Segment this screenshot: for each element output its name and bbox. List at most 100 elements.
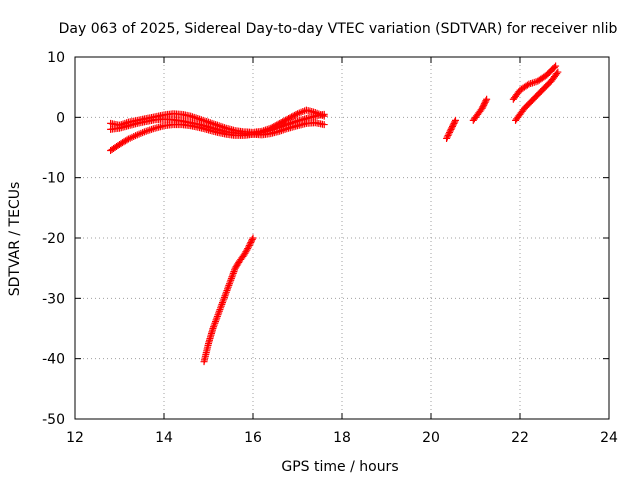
data-point xyxy=(478,104,486,112)
data-point xyxy=(224,285,232,293)
data-point xyxy=(446,128,454,136)
data-point xyxy=(445,130,453,138)
data-point xyxy=(229,269,237,277)
y-axis-label: SDTVAR / TECUs xyxy=(7,182,23,297)
data-point xyxy=(248,237,256,245)
data-point xyxy=(320,110,328,118)
y-tick-label: 10 xyxy=(47,50,65,66)
data-point xyxy=(245,242,253,250)
data-point xyxy=(553,70,561,78)
data-point xyxy=(249,234,257,242)
data-point xyxy=(481,98,489,106)
data-point xyxy=(229,271,237,279)
data-point xyxy=(225,281,233,289)
data-point xyxy=(248,236,256,244)
series-track-e xyxy=(443,116,459,142)
data-point xyxy=(213,312,221,320)
x-tick-label: 20 xyxy=(422,430,440,446)
data-point xyxy=(222,290,230,298)
data-point xyxy=(228,273,236,281)
data-point xyxy=(552,62,560,70)
x-tick-label: 18 xyxy=(333,430,351,446)
data-point xyxy=(247,239,255,247)
data-point xyxy=(230,268,238,276)
data-point xyxy=(443,133,451,141)
x-tick-label: 22 xyxy=(511,430,529,446)
data-point xyxy=(450,119,458,127)
data-point xyxy=(187,112,195,120)
data-point xyxy=(221,292,229,300)
data-point xyxy=(224,283,232,291)
data-point xyxy=(213,314,221,322)
data-point xyxy=(215,307,223,315)
data-point xyxy=(216,306,224,314)
y-tick-label: -10 xyxy=(42,171,65,187)
x-tick-label: 16 xyxy=(244,430,262,446)
x-tick-label: 24 xyxy=(600,430,618,446)
data-point xyxy=(220,293,228,301)
data-point xyxy=(480,100,488,108)
axis-ticks: 12 14 16 18 20 22 24 -50 -40 -30 -20 -10 0 10 xyxy=(42,50,618,446)
data-point xyxy=(449,121,457,129)
data-point xyxy=(227,276,235,284)
x-axis-label: GPS time / hours xyxy=(281,459,398,475)
data-point xyxy=(479,103,487,111)
data-points xyxy=(107,62,562,366)
data-point xyxy=(448,124,456,132)
data-point xyxy=(554,68,562,76)
data-point xyxy=(225,280,233,288)
data-point xyxy=(218,300,226,308)
data-point xyxy=(449,122,457,130)
data-point xyxy=(245,243,253,251)
data-point xyxy=(211,318,219,326)
data-point xyxy=(223,287,231,295)
data-point xyxy=(211,319,219,327)
data-point xyxy=(480,101,488,109)
data-point xyxy=(320,121,328,129)
data-point xyxy=(217,304,225,312)
data-point xyxy=(226,278,234,286)
data-point xyxy=(244,245,252,253)
data-point xyxy=(214,311,222,319)
data-point xyxy=(219,297,227,305)
data-point xyxy=(246,240,254,248)
y-tick-label: -20 xyxy=(42,231,65,247)
data-point xyxy=(483,95,491,103)
data-point xyxy=(188,113,196,121)
chart-title: Day 063 of 2025, Sidereal Day-to-day VTE… xyxy=(59,21,618,37)
data-point xyxy=(227,275,235,283)
data-point xyxy=(443,134,451,142)
data-point xyxy=(217,302,225,310)
y-tick-label: -50 xyxy=(42,412,65,428)
y-tick-label: 0 xyxy=(56,110,65,126)
data-point xyxy=(220,295,228,303)
data-point xyxy=(210,321,218,329)
data-point xyxy=(149,125,157,133)
data-point xyxy=(291,111,299,119)
data-point xyxy=(451,116,459,124)
data-point xyxy=(218,299,226,307)
data-point xyxy=(212,316,220,324)
data-point xyxy=(482,97,490,105)
x-tick-label: 12 xyxy=(66,430,84,446)
data-point xyxy=(148,125,156,133)
series-track-d xyxy=(200,234,257,366)
series-track-h xyxy=(512,68,562,124)
data-point xyxy=(215,309,223,317)
y-tick-label: -30 xyxy=(42,291,65,307)
grid-lines xyxy=(75,57,609,419)
x-tick-label: 14 xyxy=(155,430,173,446)
data-point xyxy=(280,117,288,125)
data-point xyxy=(231,266,239,274)
data-point xyxy=(447,125,455,133)
data-point xyxy=(210,323,218,331)
data-point xyxy=(190,113,198,121)
data-point xyxy=(289,112,297,120)
data-point xyxy=(222,288,230,296)
series-track-f xyxy=(469,95,491,124)
series-track-g xyxy=(509,62,560,103)
data-point xyxy=(209,325,217,332)
data-point xyxy=(292,111,300,119)
plot-frame xyxy=(74,56,610,420)
